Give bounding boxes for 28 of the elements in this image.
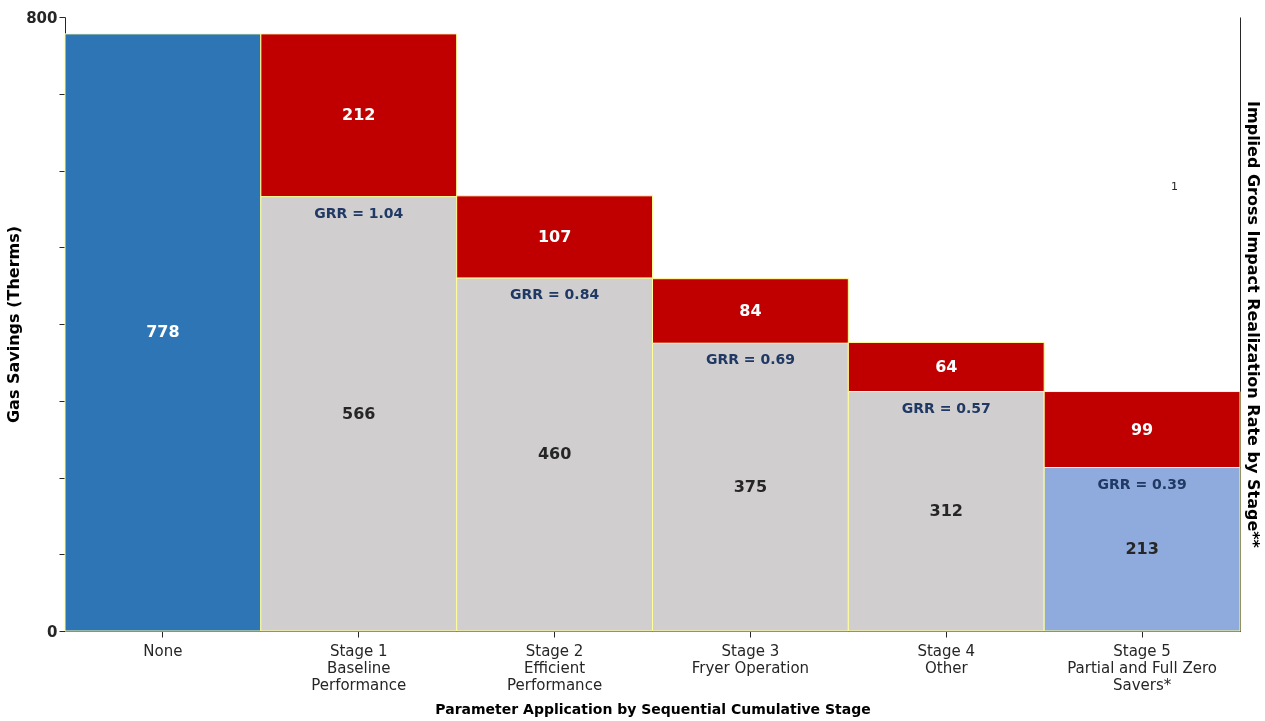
x-tick-label: Stage 2 Efficient Performance — [507, 641, 603, 694]
annotation: GRR = 0.57 — [901, 399, 991, 416]
annotation: GRR = 0.84 — [510, 285, 600, 302]
data-label: 64 — [935, 356, 958, 376]
annotation: GRR = 0.39 — [1097, 475, 1187, 492]
annotation: 1 — [1171, 180, 1178, 193]
y-axis-title: Gas Savings (Therms) — [4, 225, 24, 424]
data-label: 213 — [1125, 539, 1159, 559]
data-label: 566 — [342, 403, 376, 423]
x-tick-label: Stage 5 Partial and Full Zero Savers* — [1067, 641, 1218, 694]
annotation: GRR = 1.04 — [314, 204, 404, 221]
x-tick-label: Stage 3 Fryer Operation — [691, 641, 810, 677]
data-label: 375 — [733, 477, 768, 497]
data-label: 778 — [146, 322, 180, 342]
y-tick-label: 0 — [47, 622, 58, 641]
x-tick-label: None — [143, 641, 183, 660]
data-label: 312 — [929, 501, 963, 521]
x-axis-title: Parameter Application by Sequential Cumulative Stage — [435, 700, 871, 717]
x-tick-label: Stage 4 Other — [917, 641, 976, 677]
data-label: 212 — [342, 105, 376, 125]
x-tick-label: Stage 1 Baseline Performance — [311, 641, 407, 694]
annotation: GRR = 0.69 — [705, 351, 795, 368]
data-label: 99 — [1130, 419, 1154, 439]
data-label: 84 — [739, 300, 762, 320]
y-tick-label: 800 — [26, 8, 58, 27]
data-label: 107 — [537, 226, 572, 246]
data-label: 460 — [537, 444, 572, 464]
y2-axis-title: Implied Gross Impact Realization Rate by Stage** — [1243, 101, 1263, 549]
